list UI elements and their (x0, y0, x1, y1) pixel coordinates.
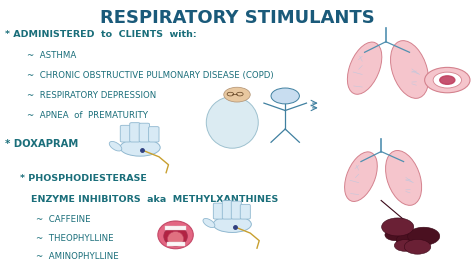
Text: ~  ASTHMA: ~ ASTHMA (27, 51, 76, 60)
FancyBboxPatch shape (120, 125, 131, 142)
Ellipse shape (347, 42, 382, 94)
Text: ~  RESPIRATORY DEPRESSION: ~ RESPIRATORY DEPRESSION (27, 91, 156, 100)
FancyBboxPatch shape (222, 201, 232, 219)
Text: ENZYME INHIBITORS  aka  METHYLXANTHINES: ENZYME INHIBITORS aka METHYLXANTHINES (31, 196, 279, 205)
Text: ~  APNEA  of  PREMATURITY: ~ APNEA of PREMATURITY (27, 111, 148, 120)
Circle shape (396, 233, 423, 248)
Ellipse shape (206, 97, 258, 148)
Ellipse shape (391, 41, 428, 98)
Ellipse shape (203, 218, 215, 228)
Text: * DOXAPRAM: * DOXAPRAM (5, 139, 79, 149)
Text: * ADMINISTERED  to  CLIENTS  with:: * ADMINISTERED to CLIENTS with: (5, 30, 197, 39)
FancyBboxPatch shape (130, 123, 140, 142)
Ellipse shape (167, 232, 183, 246)
FancyBboxPatch shape (231, 201, 241, 219)
Circle shape (440, 76, 455, 84)
Circle shape (385, 229, 406, 241)
Ellipse shape (120, 139, 160, 156)
Circle shape (382, 218, 414, 236)
Ellipse shape (385, 151, 422, 205)
Text: ~  CHRONIC OBSTRUCTIVE PULMONARY DISEASE (COPD): ~ CHRONIC OBSTRUCTIVE PULMONARY DISEASE … (27, 71, 273, 80)
FancyBboxPatch shape (139, 123, 150, 142)
Text: ~  THEOPHYLLINE: ~ THEOPHYLLINE (36, 234, 114, 243)
Text: ~  AMINOPHYLLINE: ~ AMINOPHYLLINE (36, 252, 119, 261)
Ellipse shape (213, 216, 251, 232)
Text: ~  CAFFEINE: ~ CAFFEINE (36, 215, 91, 224)
Circle shape (271, 88, 300, 104)
Ellipse shape (109, 142, 122, 151)
Circle shape (394, 240, 415, 251)
Circle shape (404, 239, 431, 254)
FancyBboxPatch shape (166, 242, 184, 246)
FancyBboxPatch shape (240, 204, 250, 219)
FancyBboxPatch shape (213, 203, 223, 219)
FancyBboxPatch shape (149, 127, 159, 142)
Text: * PHOSPHODIESTERASE: * PHOSPHODIESTERASE (19, 174, 146, 183)
Circle shape (224, 87, 250, 102)
FancyBboxPatch shape (164, 226, 186, 230)
Circle shape (408, 227, 440, 245)
Ellipse shape (158, 221, 193, 249)
Ellipse shape (164, 226, 187, 246)
Circle shape (425, 67, 470, 93)
Ellipse shape (345, 152, 377, 201)
Circle shape (433, 72, 462, 88)
Text: RESPIRATORY STIMULANTS: RESPIRATORY STIMULANTS (100, 9, 374, 27)
